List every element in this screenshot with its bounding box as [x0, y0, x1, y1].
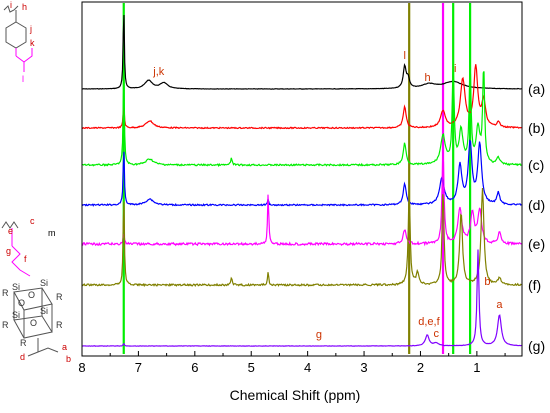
trace-label-d: (d): [528, 197, 545, 213]
struct-r-label-4: R: [20, 338, 27, 348]
x-tick-label-3: 3: [360, 360, 367, 375]
struct-si-label-2: Si: [12, 310, 20, 320]
trace-label-f: (f): [528, 277, 541, 293]
trace-labels: (a) (b) (c) (d) (e) (f) (g): [528, 81, 545, 354]
x-tick-label-2: 2: [417, 360, 424, 375]
struct-r-label-2: R: [2, 320, 9, 330]
struct-label-l: l: [22, 74, 24, 84]
polymer-backbone-bottom: [1, 221, 19, 229]
peak-label-7: d,e,f: [418, 316, 440, 328]
struct-label-k: k: [30, 38, 35, 48]
trace-a: [81, 14, 522, 90]
polymer-backbone-top: [3, 5, 19, 13]
peak-annotations: j,k l h i ba g d,e,fc: [152, 50, 503, 341]
trace-label-b: (b): [528, 120, 545, 136]
struct-r-label-3: R: [56, 320, 63, 330]
peak-label-6: g: [316, 329, 322, 341]
spectra-traces: [81, 14, 522, 347]
peak-label-0: j,k: [152, 66, 165, 78]
ester-chain: [11, 245, 31, 277]
x-ticks: 8 7 6 5 4 3 2 1: [78, 351, 506, 375]
struct-label-m: m: [48, 228, 56, 238]
struct-label-b: b: [66, 354, 71, 364]
trace-d: [81, 139, 522, 207]
x-tick-label-6: 6: [191, 360, 198, 375]
x-tick-label-4: 4: [304, 360, 311, 375]
trace-label-g: (g): [528, 338, 545, 354]
x-axis-title: Chemical Shift (ppm): [230, 387, 361, 403]
struct-o-label-2: O: [18, 298, 25, 308]
struct-r-label-0: R: [2, 288, 9, 298]
x-tick-label-7: 7: [135, 360, 142, 375]
struct-o-label-0: O: [28, 290, 35, 300]
trace-g: [81, 249, 522, 347]
struct-o-label-1: O: [30, 318, 37, 328]
struct-label-h: h: [22, 2, 27, 12]
trace-c: [81, 63, 522, 168]
trace-label-c: (c): [528, 157, 544, 173]
struct-label-f: f: [24, 254, 27, 264]
struct-si-label-3: Si: [40, 306, 48, 316]
benzene-ring: [5, 21, 27, 49]
struct-label-d: d: [20, 352, 25, 362]
struct-label-e: e: [8, 226, 13, 236]
trace-label-a: (a): [528, 81, 545, 97]
x-tick-label-5: 5: [248, 360, 255, 375]
struct-label-i: i: [10, 0, 12, 10]
struct-label-a: a: [62, 342, 67, 352]
trace-e: [81, 151, 522, 247]
struct-si-label-1: Si: [40, 278, 48, 288]
struct-label-g: g: [6, 246, 11, 256]
plot-frame: [81, 1, 523, 357]
peak-label-5: a: [496, 299, 503, 311]
x-tick-label-8: 8: [78, 360, 85, 375]
peak-label-2: h: [425, 72, 431, 84]
struct-r-label-1: R: [56, 292, 63, 302]
x-tick-label-1: 1: [473, 360, 480, 375]
trace-label-e: (e): [528, 236, 545, 252]
x-axis: 8 7 6 5 4 3 2 1 Chemical Shift (ppm): [78, 1, 523, 403]
isobutyl-group: [27, 347, 59, 357]
struct-label-c: c: [30, 216, 35, 226]
trace-b: [81, 64, 522, 130]
acetoxy-group: [15, 48, 33, 63]
peak-label-8: c: [434, 328, 440, 340]
trace-f: [81, 187, 522, 288]
peak-label-4: b: [484, 276, 490, 288]
struct-si-label-0: Si: [12, 282, 20, 292]
peak-label-1: l: [403, 50, 405, 62]
reference-lines: [122, 3, 472, 354]
struct-label-j: j: [29, 24, 32, 34]
peak-label-3: i: [454, 63, 456, 75]
